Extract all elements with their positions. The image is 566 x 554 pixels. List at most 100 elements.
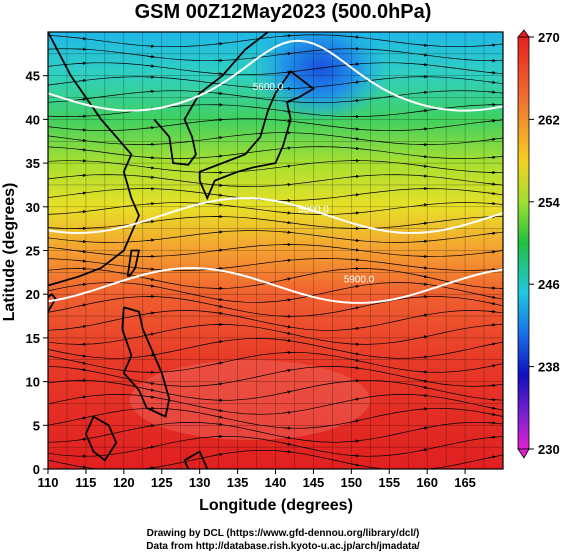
credit-data: Data from http://database.rish.kyoto-u.a…	[146, 541, 420, 552]
coastline	[121, 306, 171, 418]
wind-arrow	[487, 231, 496, 236]
wind-arrow	[78, 437, 87, 442]
wind-arrow	[146, 125, 155, 130]
wind-arrow	[351, 146, 360, 151]
wind-arrow	[78, 282, 87, 287]
wind-arrow	[419, 266, 428, 270]
wind-arrow	[78, 191, 87, 195]
wind-arrow	[214, 183, 223, 188]
wind-arrow	[419, 282, 428, 286]
wind-arrow	[351, 238, 360, 243]
wind-arrow	[214, 408, 223, 413]
wind-arrow	[146, 381, 155, 386]
wind-arrow	[419, 407, 428, 411]
y-tick-label: 30	[26, 200, 40, 215]
wind-arrow	[487, 155, 496, 160]
wind-arrow	[283, 220, 292, 225]
wind-arrow	[214, 361, 223, 365]
wind-arrow	[487, 342, 496, 346]
x-tick-label: 115	[75, 475, 96, 490]
wind-arrow	[283, 449, 292, 454]
wind-arrow	[351, 98, 360, 103]
wind-arrow	[419, 221, 428, 226]
wind-arrow	[283, 34, 292, 38]
wind-arrow	[487, 397, 496, 402]
wind-arrow	[283, 230, 292, 234]
wind-arrow	[283, 277, 292, 281]
y-tick-label: 25	[26, 244, 40, 259]
wind-arrow	[351, 454, 360, 458]
wind-arrow	[146, 155, 155, 160]
wind-arrow	[214, 382, 223, 386]
x-tick-label: 160	[416, 475, 438, 490]
coastline	[48, 32, 140, 287]
colorbar-tick-label: 238	[538, 360, 560, 375]
wind-arrow	[283, 325, 292, 329]
wind-arrow	[487, 364, 496, 368]
wind-arrow	[419, 164, 428, 168]
wind-arrow	[146, 277, 155, 282]
wind-arrow	[283, 442, 292, 446]
wind-arrow	[214, 41, 223, 46]
wind-arrow	[78, 465, 87, 469]
coastline	[48, 292, 57, 313]
wind-arrow	[487, 201, 496, 206]
wind-arrow	[351, 248, 360, 252]
wind-arrow	[78, 416, 87, 420]
wind-arrow	[419, 53, 428, 57]
wind-arrow	[351, 193, 360, 197]
plot-area: 5600.0 5800.0 5900.0	[47, 31, 504, 470]
wind-arrow	[419, 274, 428, 279]
wind-arrow	[351, 137, 360, 141]
wind-arrow	[78, 354, 87, 358]
colorbar-scale	[517, 36, 530, 450]
wind-arrow	[283, 338, 292, 343]
y-tick-label: 35	[26, 156, 40, 171]
wind-arrow	[487, 435, 496, 440]
wind-arrow	[146, 311, 155, 315]
wind-arrow	[146, 445, 155, 449]
wind-arrow	[487, 301, 496, 306]
credit-dcl: Drawing by DCL (https://www.gfd-dennou.o…	[146, 528, 420, 539]
wind-arrow	[351, 397, 360, 402]
contour-line	[48, 266, 503, 304]
wind-arrow	[419, 355, 428, 359]
wind-arrow	[487, 182, 496, 186]
wind-arrow	[419, 174, 428, 178]
wind-arrow	[351, 326, 360, 331]
contour-line	[48, 197, 503, 235]
wind-arrow	[78, 249, 87, 254]
wind-arrow	[419, 90, 428, 95]
wind-arrow	[146, 54, 155, 59]
wind-arrow	[146, 267, 155, 271]
wind-arrow	[487, 70, 496, 75]
x-axis-title: Longitude (degrees)	[199, 497, 353, 514]
wind-arrow	[214, 230, 223, 234]
coastline	[198, 70, 316, 201]
contour-label: 5900.0	[344, 274, 375, 285]
wind-arrow	[214, 117, 223, 122]
wind-arrow	[78, 324, 87, 329]
wind-arrow	[487, 455, 496, 459]
x-tick-label: 110	[38, 475, 59, 490]
y-tick-label: 15	[26, 331, 40, 346]
wind-arrow	[487, 80, 496, 85]
y-tick-label: 10	[26, 375, 40, 390]
x-axis-ticks: 110 115 120 125 130 135 140 145 150 155 160 165	[38, 469, 476, 490]
wind-arrow	[487, 43, 496, 47]
x-tick-label: 140	[265, 475, 287, 490]
wind-arrow	[78, 395, 87, 399]
colorbar-tick-label: 254	[538, 195, 560, 210]
wind-arrow	[351, 439, 360, 443]
y-tick-label: 0	[33, 462, 40, 477]
wind-arrow	[419, 127, 428, 131]
wind-arrow	[351, 419, 360, 423]
wind-arrow	[146, 64, 155, 68]
coastline	[84, 415, 118, 462]
x-tick-label: 150	[340, 475, 362, 490]
coastlines	[48, 32, 316, 469]
y-tick-label: 40	[26, 112, 40, 127]
wind-arrow	[78, 173, 87, 178]
colorbar-tick-label: 246	[538, 277, 560, 292]
wind-arrow	[146, 89, 155, 94]
